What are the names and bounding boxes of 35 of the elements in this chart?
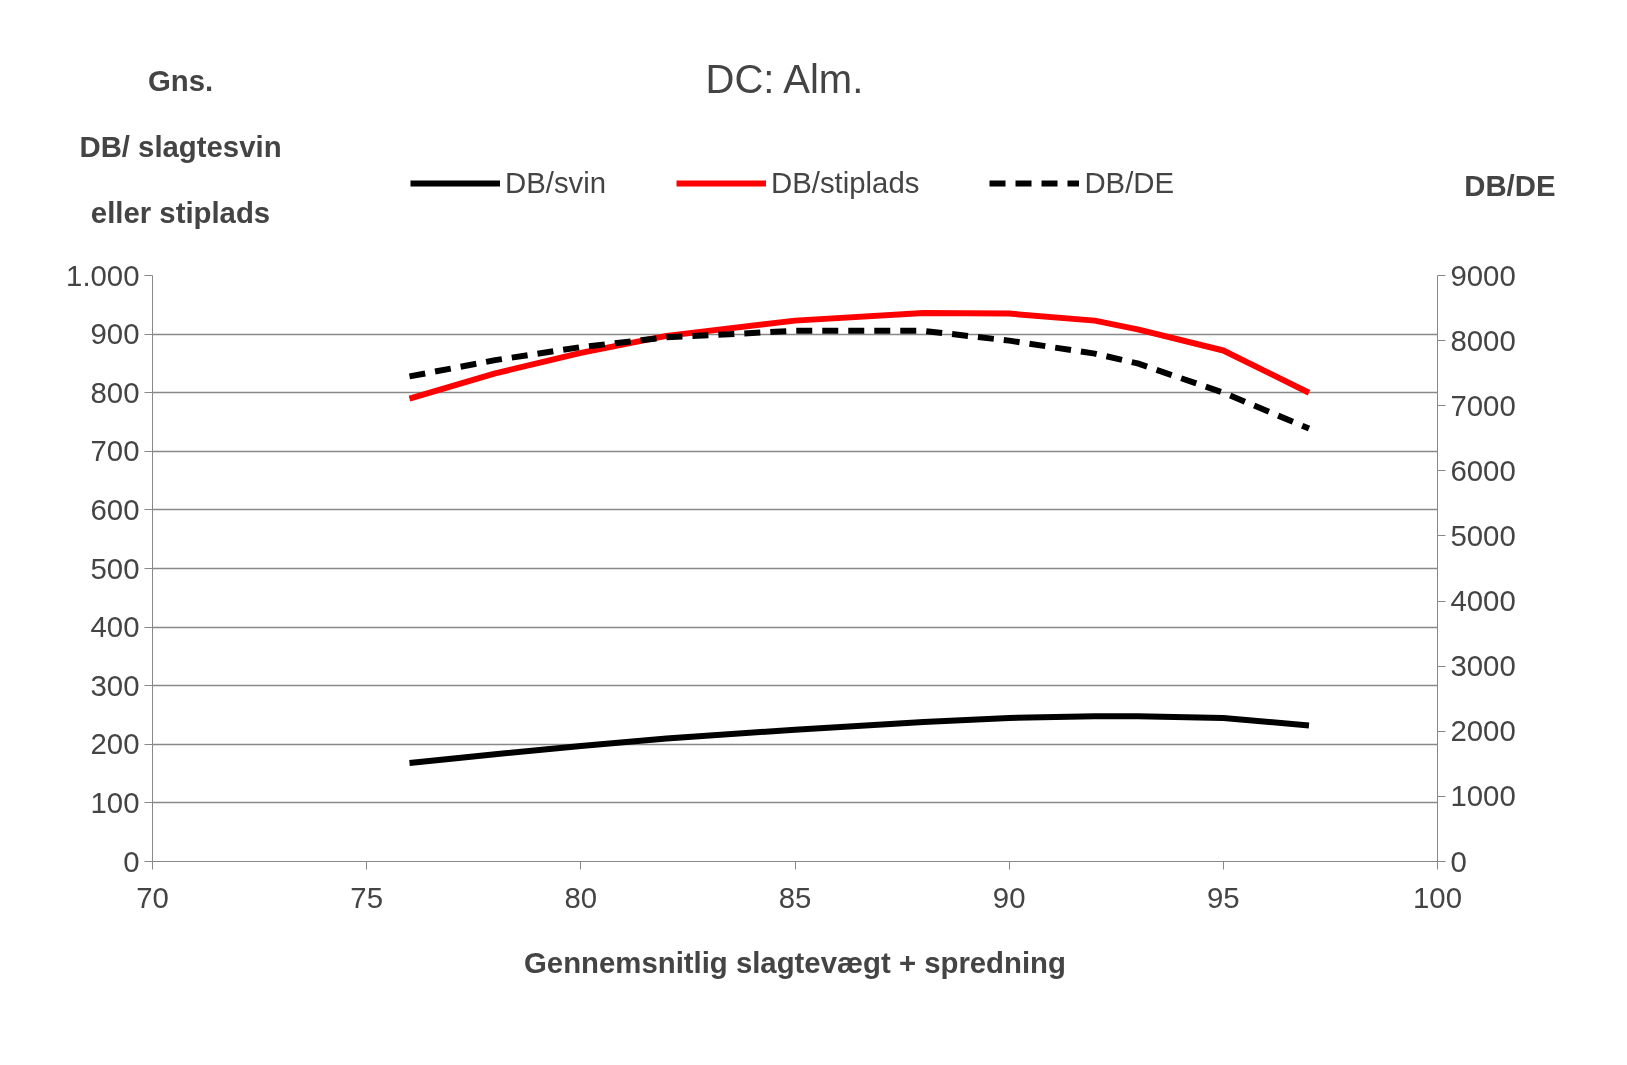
legend-label: DB/stiplads	[771, 166, 920, 200]
y2-tick-label: 7000	[1450, 388, 1516, 422]
chart-title: DC: Alm.	[705, 56, 864, 101]
y-tick-label: 900	[90, 317, 140, 351]
x-tick-label: 100	[1413, 880, 1462, 914]
x-tick-label: 75	[350, 880, 383, 914]
y-tick-label: 500	[90, 551, 140, 585]
x-tick-label: 85	[778, 880, 812, 914]
y2-tick-label: 3000	[1450, 649, 1516, 683]
y2-tick-label: 4000	[1450, 584, 1516, 618]
y2-tick-label: 2000	[1450, 714, 1516, 748]
y2-tick-label: 1000	[1450, 779, 1516, 813]
y2-tick-label: 8000	[1450, 323, 1516, 357]
y-tick-label: 100	[90, 785, 140, 819]
y-tick-label: 600	[90, 492, 140, 526]
y2-tick-label: 6000	[1450, 453, 1516, 487]
y-tick-label: 800	[90, 375, 140, 409]
y-axis-title: Gns. DB/ slagtesvin eller stiplads	[79, 64, 282, 229]
y2-tick-label: 0	[1450, 844, 1467, 878]
y-tick-label: 300	[90, 668, 140, 702]
y2-axis-title: DB/DE	[1464, 169, 1556, 202]
x-tick-label: 90	[992, 880, 1026, 914]
y2-tick-label: 5000	[1450, 518, 1516, 552]
y-tick-label: 400	[90, 610, 140, 644]
legend-label: DB/DE	[1084, 166, 1175, 200]
y-tick-label: 0	[123, 844, 140, 878]
x-axis-title: Gennemsnitlig slagtevægt + spredning	[524, 945, 1066, 979]
x-tick-label: 70	[136, 880, 169, 914]
y2-tick-label: 9000	[1450, 258, 1516, 292]
legend-label: DB/svin	[505, 166, 607, 200]
y-tick-label: 700	[90, 434, 140, 468]
y-tick-label: 200	[90, 727, 140, 761]
y-tick-label: 1.000	[66, 258, 140, 292]
x-tick-label: 95	[1207, 880, 1240, 914]
x-tick-label: 80	[564, 880, 598, 914]
